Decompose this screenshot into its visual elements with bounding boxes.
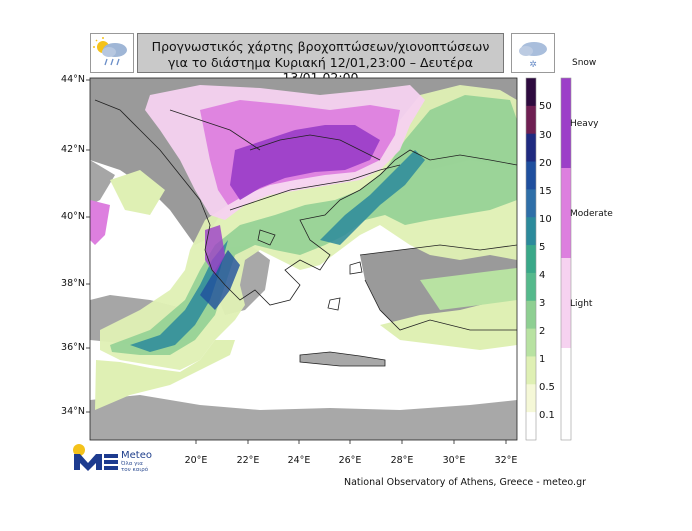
snow-category-heavy: Heavy: [570, 119, 599, 129]
snow-legend-title: Snow: [572, 58, 597, 68]
rain-tick-label: 4: [539, 270, 546, 281]
logo-name: Meteo: [121, 450, 152, 461]
rain-colorbar-segment: [526, 133, 536, 163]
map-title-line1: Προγνωστικός χάρτης βροχοπτώσεων/χιονοπτ…: [151, 39, 490, 54]
snow-category-moderate: Moderate: [570, 209, 613, 219]
snow-category-light: Light: [570, 299, 593, 309]
rain-colorbar: [525, 77, 537, 441]
map-field: [90, 78, 517, 440]
lat-label: 38°N: [61, 278, 85, 289]
rain-colorbar-segment: [526, 78, 536, 107]
rain-colorbar-frame: [525, 77, 537, 441]
rain-colorbar-segment: [526, 245, 536, 274]
lon-label: 28°E: [390, 455, 414, 466]
lon-label: 32°E: [494, 455, 518, 466]
rain-colorbar-segment: [526, 300, 536, 330]
rain-tick-label: 1: [539, 354, 546, 365]
rain-colorbar-segment: [526, 356, 536, 385]
rain-tick-label: 0.5: [539, 382, 555, 393]
rain-tick-label: 3: [539, 298, 546, 309]
snow-colorbar: [560, 77, 572, 441]
svg-text:✲: ✲: [529, 60, 537, 70]
lon-label: 20°E: [184, 455, 208, 466]
rain-tick-label: 30: [539, 130, 552, 141]
lat-label: 40°N: [61, 211, 85, 222]
rain-tick-label: 2: [539, 326, 546, 337]
lat-label: 42°N: [61, 144, 85, 155]
rain-tick-label: 5: [539, 242, 546, 253]
snow-cloud-icon: ✲: [511, 33, 555, 73]
meteo-logo-icon: [73, 444, 118, 471]
axis-ticks: [86, 79, 507, 444]
lon-label: 22°E: [236, 455, 260, 466]
rain-colorbar-segment: [526, 272, 536, 302]
rain-tick-label: 50: [539, 101, 552, 112]
rain-colorbar-segment: [526, 412, 536, 441]
rain-colorbar-segment: [526, 384, 536, 413]
rain-tick-label: 10: [539, 214, 552, 225]
lat-label: 34°N: [61, 406, 85, 417]
rain-tick-label: 15: [539, 186, 552, 197]
rain-colorbar-segment: [526, 328, 536, 357]
lat-label: 36°N: [61, 342, 85, 353]
logo-tagline: Όλα για τον καιρό: [121, 461, 149, 473]
rain-tick-label: 20: [539, 158, 552, 169]
lon-label: 26°E: [338, 455, 362, 466]
rain-colorbar-segment: [526, 161, 536, 190]
source-credit: National Observatory of Athens, Greece -…: [344, 477, 587, 488]
lat-label: 44°N: [61, 74, 85, 85]
lon-label: 30°E: [442, 455, 466, 466]
rain-colorbar-segment: [526, 189, 536, 218]
rain-colorbar-segment: [526, 217, 536, 246]
rain-tick-label: 0.1: [539, 410, 555, 421]
lon-label: 24°E: [287, 455, 311, 466]
rain-cloud-icon: [90, 33, 134, 73]
rain-colorbar-segment: [526, 105, 536, 135]
